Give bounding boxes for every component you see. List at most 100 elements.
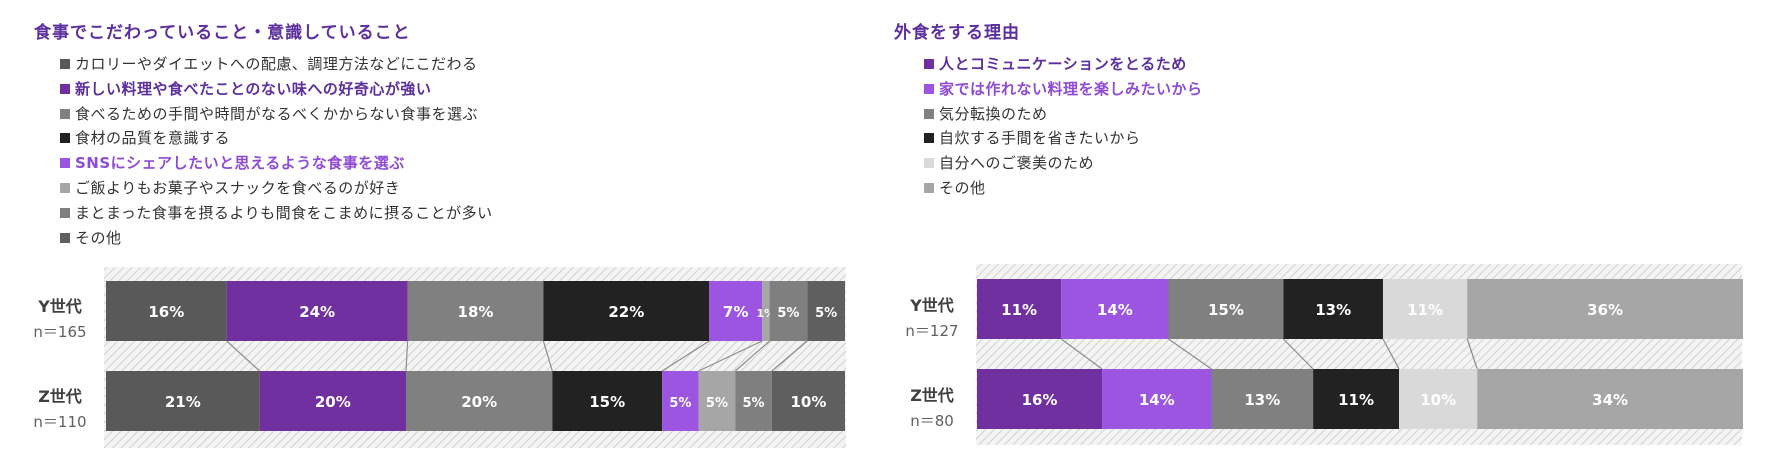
legend-label: その他	[75, 228, 122, 247]
bar-segment	[807, 281, 845, 341]
legend-item: 家では作れない料理を楽しみたいから	[924, 77, 1203, 102]
bar-segment	[106, 371, 260, 431]
data-label: 15%	[1208, 301, 1244, 319]
legend-item: カロリーやダイエットへの配慮、調理方法などにこだわる	[60, 52, 493, 77]
data-label: 20%	[461, 393, 497, 411]
legend-swatch	[924, 83, 934, 94]
chart-title: 外食をする理由	[894, 23, 1020, 43]
legend-item: SNSにシェアしたいと思えるような食事を選ぶ	[60, 151, 493, 176]
data-label: 5%	[743, 396, 765, 411]
legend-swatch	[60, 207, 70, 218]
chart-panel-food-priorities: 食事でこだわっていること・意識していること カロリーやダイエットへの配慮、調理方…	[0, 0, 880, 464]
legend-item: その他	[60, 226, 493, 251]
sample-size: n＝165	[33, 323, 86, 341]
legend-label: 自炊する手間を省きたいから	[939, 129, 1141, 148]
data-label: 11%	[1407, 301, 1443, 319]
legend-swatch	[924, 158, 934, 169]
data-label: 5%	[815, 306, 837, 321]
legend-label: カロリーやダイエットへの配慮、調理方法などにこだわる	[75, 55, 478, 73]
legend-label: 自分へのご褒美のため	[939, 154, 1095, 173]
data-label: 20%	[315, 393, 351, 411]
data-label: 13%	[1244, 391, 1280, 409]
legend-swatch	[60, 83, 70, 94]
bar-segment	[259, 371, 406, 431]
data-label: 7%	[723, 303, 748, 321]
legend-swatch	[924, 182, 934, 193]
data-label: 5%	[669, 396, 691, 411]
legend-swatch	[60, 232, 70, 243]
legend-item: その他	[924, 176, 1203, 201]
bar-segment	[1477, 369, 1743, 429]
legend-label: 新しい料理や食べたことのない味への好奇心が強い	[75, 79, 432, 98]
bar-segment	[552, 371, 663, 431]
data-label: 34%	[1592, 391, 1628, 409]
data-label: 36%	[1587, 301, 1623, 319]
data-label: 22%	[608, 303, 644, 321]
bar-segment	[405, 371, 553, 431]
legend-swatch	[60, 59, 70, 69]
legend-item: 気分転換のため	[924, 102, 1203, 127]
legend-swatch	[924, 59, 934, 69]
legend-label: まとまった食事を摂るよりも間食をこまめに摂ることが多い	[75, 203, 493, 222]
data-label: 21%	[165, 393, 201, 411]
connector-line	[1466, 338, 1478, 370]
legend-label: 食べるための手間や時間がなるべくかからない食事を選ぶ	[75, 104, 479, 123]
connector-line	[1282, 338, 1314, 370]
legend-swatch	[60, 182, 70, 193]
bar-segment	[762, 281, 770, 341]
data-label: 10%	[1420, 391, 1456, 409]
legend: カロリーやダイエットへの配慮、調理方法などにこだわる 新しい料理や食べたことのない…	[60, 52, 493, 250]
legend-label: 食材の品質を意識する	[75, 129, 231, 148]
connector-line	[226, 340, 261, 372]
sample-size: n＝110	[33, 413, 86, 431]
connector-line	[698, 340, 763, 372]
legend-item: 新しい料理や食べたことのない味への好奇心が強い	[60, 77, 493, 102]
data-label: 5%	[777, 306, 799, 321]
legend-label: SNSにシェアしたいと思えるような食事を選ぶ	[75, 154, 405, 173]
bar-segment	[662, 371, 699, 431]
chart-title: 食事でこだわっていること・意識していること	[34, 23, 411, 43]
data-label: 13%	[1315, 301, 1351, 319]
data-label: 11%	[1338, 391, 1374, 409]
legend-item: 自炊する手間を省きたいから	[924, 126, 1203, 151]
bar-segment	[226, 281, 408, 341]
legend-swatch	[60, 108, 70, 119]
legend-label: その他	[939, 178, 986, 197]
bar-segment	[1168, 279, 1284, 339]
row-label: Y世代	[37, 297, 82, 316]
bar-segment	[1382, 279, 1468, 339]
connector-line	[661, 340, 710, 372]
legend-label: 人とコミュニケーションをとるため	[939, 55, 1187, 73]
stacked-bar-plot: 11% 14% 15% 13% 11% 36% Y世代 n＝127 16% 14% 13% 11% 10…	[905, 264, 1743, 445]
bar-segment	[698, 371, 736, 431]
bar-segment	[977, 279, 1062, 339]
legend-swatch	[60, 158, 70, 169]
legend-label: 気分転換のため	[939, 104, 1048, 123]
data-label: 16%	[148, 303, 184, 321]
legend-swatch	[924, 133, 934, 144]
legend-swatch	[924, 108, 934, 119]
data-label: 5%	[706, 396, 728, 411]
legend-item: まとまった食事を摂るよりも間食をこまめに摂ることが多い	[60, 201, 493, 226]
legend-item: 人とコミュニケーションをとるため	[924, 52, 1203, 77]
bar-segment	[735, 371, 772, 431]
legend-label: 家では作れない料理を楽しみたいから	[939, 79, 1203, 98]
bar-segment	[106, 281, 227, 341]
connector-line	[1168, 338, 1212, 370]
data-label: 14%	[1097, 301, 1133, 319]
data-label: 16%	[1022, 391, 1058, 409]
row-label: Z世代	[910, 386, 954, 405]
bar-segment	[1467, 279, 1743, 339]
legend-item: 自分へのご褒美のため	[924, 151, 1203, 176]
sample-size: n＝80	[910, 412, 954, 430]
data-label: 14%	[1139, 391, 1175, 409]
legend-label: ご飯よりもお菓子やスナックを食べるのが好き	[75, 178, 401, 197]
connector-line	[771, 340, 808, 372]
bar-segment	[543, 281, 710, 341]
legend-item: ご飯よりもお菓子やスナックを食べるのが好き	[60, 176, 493, 201]
legend-item: 食材の品質を意識する	[60, 126, 493, 151]
bar-segment	[1102, 369, 1212, 429]
legend-item: 食べるための手間や時間がなるべくかからない食事を選ぶ	[60, 102, 493, 127]
row-label: Z世代	[38, 387, 82, 406]
